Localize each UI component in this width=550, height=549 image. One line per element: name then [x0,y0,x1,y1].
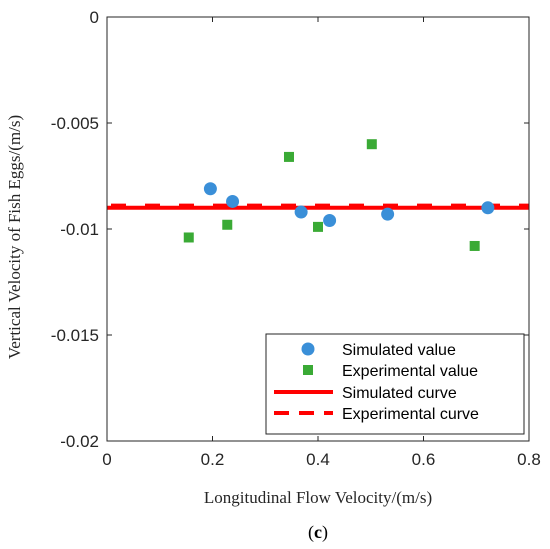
experimental-point [283,151,294,162]
legend-symbol-experimental-value [303,365,313,375]
legend-label: Experimental value [342,363,478,380]
legend-symbol-simulated-value [301,342,315,356]
experimental-point [469,240,480,251]
simulated-point [481,201,495,215]
y-tick-label: -0.02 [60,432,99,451]
simulated-point [203,182,217,196]
x-tick-label: 0.8 [517,450,541,469]
experimental-point [313,221,323,232]
y-tick-label: -0.005 [51,114,99,133]
y-axis-title: Vertical Velocity of Fish Eggs/(m/s) [5,115,24,359]
panel-label-letter: c [314,522,322,542]
legend-label: Simulated curve [342,385,457,402]
simulated-point [226,194,240,208]
x-tick-label: 0.4 [306,450,330,469]
x-tick-label: 0.2 [201,450,225,469]
x-tick-label: 0 [102,450,111,469]
x-axis-title: Longitudinal Flow Velocity/(m/s) [204,488,432,507]
experimental-point [222,219,233,230]
simulated-point [323,214,337,228]
experimental-point [183,232,194,243]
panel-label-close: ) [322,522,328,543]
points-layer [183,139,495,251]
legend-label: Experimental curve [342,406,479,423]
panel-label-open: ( [308,522,314,543]
curves-layer [107,203,529,210]
ticks-layer: 0 0.2 0.4 0.6 0.8 0 -0.005 -0.01 -0.015 -0.02 [51,8,541,469]
simulated-point [294,205,308,219]
panel-label: (c) [308,522,328,543]
y-tick-label: 0 [90,8,99,27]
x-tick-label: 0.6 [412,450,436,469]
legend-label: Simulated value [342,342,456,359]
y-tick-label: -0.015 [51,326,99,345]
simulated-point [381,207,395,221]
legend: Simulated value Experimental value Simulat… [265,333,525,435]
y-tick-label: -0.01 [60,220,99,239]
experimental-point [366,139,377,150]
